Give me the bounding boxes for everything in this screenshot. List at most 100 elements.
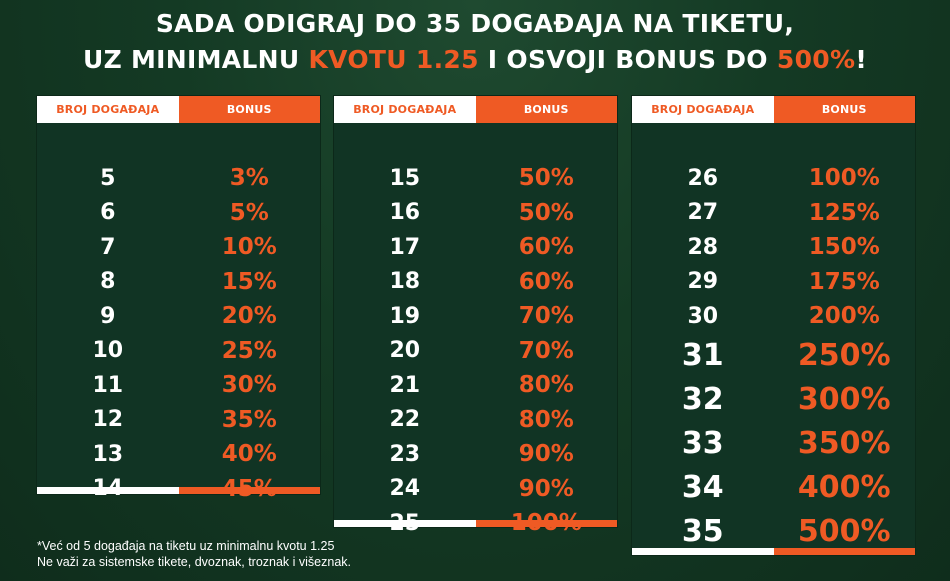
bonus-percent: 90%: [518, 441, 574, 468]
bonus-percent: 250%: [797, 338, 891, 373]
table-row: 13 40%: [37, 437, 320, 472]
event-count: 9: [100, 303, 116, 329]
table-header: BROJ DOGAĐAJA BONUS: [334, 96, 617, 123]
table-row: 26 100%: [632, 161, 915, 196]
headline-line-1: SADA ODIGRAJ DO 35 DOGAĐAJA NA TIKETU,: [155, 9, 795, 38]
table-row: 17 60%: [334, 230, 617, 265]
headline-text: UZ MINIMALNU: [82, 45, 309, 74]
bonus-percent: 80%: [518, 372, 574, 399]
headline-text: I OSVOJI BONUS DO: [478, 45, 777, 74]
event-count: 24: [389, 476, 421, 502]
bonus-percent: 70%: [518, 337, 574, 364]
footer-orange-segment: [773, 548, 915, 555]
table-row: 33 350%: [632, 422, 915, 466]
table-row: 6 5%: [37, 196, 320, 231]
table-row: 16 50%: [334, 196, 617, 231]
header-events: BROJ DOGAĐAJA: [37, 96, 179, 123]
event-count: 28: [687, 234, 719, 260]
bonus-percent: 125%: [808, 199, 880, 226]
event-count: 10: [92, 338, 124, 364]
event-count: 18: [389, 269, 421, 295]
bonus-percent: 60%: [518, 234, 574, 261]
event-count: 30: [687, 303, 719, 329]
event-count: 26: [687, 165, 719, 191]
table-row: 30 200%: [632, 299, 915, 334]
footnote: *Već od 5 događaja na tiketu uz minimaln…: [37, 538, 351, 570]
bonus-percent: 20%: [221, 303, 277, 330]
table-row: 27 125%: [632, 196, 915, 231]
table-row: 32 300%: [632, 378, 915, 422]
headline-odds-highlight: KVOTU 1.25: [308, 45, 479, 74]
bonus-percent: 30%: [221, 372, 277, 399]
footer-white-segment: [334, 520, 476, 527]
table-row: 5 3%: [37, 161, 320, 196]
footer-orange-segment: [475, 520, 617, 527]
footer-white-segment: [632, 548, 774, 555]
event-count: 15: [389, 165, 421, 191]
bonus-table-3: BROJ DOGAĐAJA BONUS 26 100% 27 125% 28 150% 29 17…: [632, 96, 915, 555]
event-count: 16: [389, 200, 421, 226]
event-count: 13: [92, 441, 124, 467]
event-count: 34: [681, 470, 724, 505]
bonus-percent: 35%: [221, 406, 277, 433]
bonus-percent: 300%: [797, 382, 891, 417]
table-row: 18 60%: [334, 265, 617, 300]
table-footer-bar: [37, 487, 320, 494]
event-count: 31: [681, 338, 724, 373]
bonus-percent: 5%: [229, 199, 269, 226]
bonus-percent: 60%: [518, 268, 574, 295]
table-row: 11 30%: [37, 368, 320, 403]
header-events: BROJ DOGAĐAJA: [334, 96, 476, 123]
table-row: 23 90%: [334, 437, 617, 472]
event-count: 7: [100, 234, 116, 260]
headline-exclamation: !: [855, 45, 868, 74]
bonus-percent: 200%: [808, 303, 880, 330]
table-header: BROJ DOGAĐAJA BONUS: [37, 96, 320, 123]
bonus-percent: 175%: [808, 268, 880, 295]
header-bonus: BONUS: [178, 96, 320, 123]
table-header: BROJ DOGAĐAJA BONUS: [632, 96, 915, 123]
bonus-percent: 350%: [797, 426, 891, 461]
table-row: 34 400%: [632, 466, 915, 510]
event-count: 35: [681, 514, 724, 549]
bonus-percent: 100%: [808, 165, 880, 192]
event-count: 11: [92, 372, 124, 398]
table-row: 9 20%: [37, 299, 320, 334]
bonus-percent: 70%: [518, 303, 574, 330]
event-count: 29: [687, 269, 719, 295]
footer-orange-segment: [178, 487, 320, 494]
bonus-percent: 80%: [518, 406, 574, 433]
event-count: 20: [389, 338, 421, 364]
event-count: 19: [389, 303, 421, 329]
bonus-percent: 50%: [518, 199, 574, 226]
event-count: 33: [681, 426, 724, 461]
table-row: 24 90%: [334, 472, 617, 507]
table-row: 20 70%: [334, 334, 617, 369]
table-row: 31 250%: [632, 334, 915, 378]
headline-bonus-highlight: 500%: [776, 45, 856, 74]
table-row: 29 175%: [632, 265, 915, 300]
footnote-line-2: Ne važi za sistemske tikete, dvoznak, tr…: [37, 555, 352, 569]
event-count: 27: [687, 200, 719, 226]
headline: SADA ODIGRAJ DO 35 DOGAĐAJA NA TIKETU, U…: [0, 6, 950, 78]
event-count: 6: [100, 200, 116, 226]
table-row: 15 50%: [334, 161, 617, 196]
header-events: BROJ DOGAĐAJA: [632, 96, 774, 123]
event-count: 5: [100, 165, 116, 191]
event-count: 17: [389, 234, 421, 260]
event-count: 8: [100, 269, 116, 295]
event-count: 22: [389, 407, 421, 433]
header-bonus: BONUS: [773, 96, 915, 123]
table-row: 10 25%: [37, 334, 320, 369]
bonus-percent: 150%: [808, 234, 880, 261]
footnote-line-1: *Već od 5 događaja na tiketu uz minimaln…: [37, 539, 335, 553]
headline-line-2: UZ MINIMALNU KVOTU 1.25 I OSVOJI BONUS D…: [0, 42, 950, 78]
bonus-percent: 25%: [221, 337, 277, 364]
event-count: 21: [389, 372, 421, 398]
bonus-percent: 500%: [797, 514, 891, 549]
event-count: 12: [92, 407, 124, 433]
bonus-percent: 15%: [221, 268, 277, 295]
table-row: 12 35%: [37, 403, 320, 438]
bonus-percent: 40%: [221, 441, 277, 468]
bonus-table-2: BROJ DOGAĐAJA BONUS 15 50% 16 50% 17 60% 18 60% 19…: [334, 96, 617, 536]
